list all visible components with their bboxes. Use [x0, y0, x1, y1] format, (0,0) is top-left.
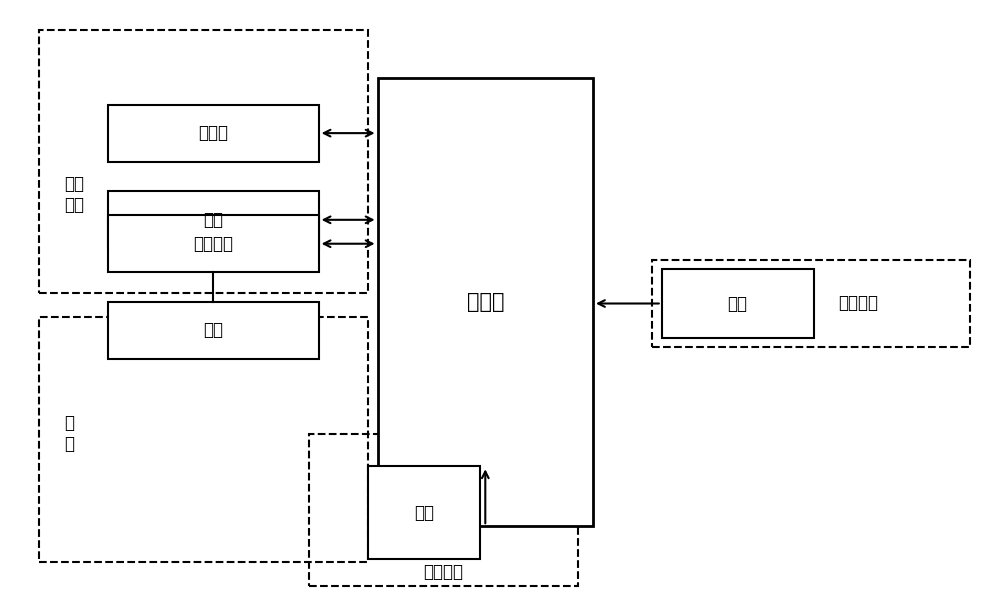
- Bar: [662, 269, 814, 338]
- Text: 内存: 内存: [203, 211, 223, 229]
- Bar: [378, 78, 593, 526]
- Bar: [39, 30, 368, 293]
- Bar: [309, 434, 578, 586]
- Bar: [108, 215, 319, 272]
- Text: 疔池: 疔池: [203, 321, 223, 339]
- Bar: [108, 302, 319, 359]
- Bar: [39, 317, 368, 562]
- Text: 显示: 显示: [414, 504, 434, 522]
- Text: 输出模块: 输出模块: [424, 563, 464, 581]
- Bar: [368, 467, 480, 559]
- Bar: [652, 260, 970, 347]
- Text: 存储
模块: 存储 模块: [64, 175, 84, 214]
- Text: 处理器: 处理器: [467, 292, 504, 312]
- Text: 键盘: 键盘: [728, 295, 748, 312]
- Text: 电
源: 电 源: [64, 414, 74, 453]
- Text: 存储器: 存储器: [198, 124, 228, 142]
- Text: 输入模块: 输入模块: [838, 294, 878, 312]
- Bar: [108, 192, 319, 248]
- Bar: [108, 105, 319, 162]
- Text: 电源管理: 电源管理: [193, 235, 233, 253]
